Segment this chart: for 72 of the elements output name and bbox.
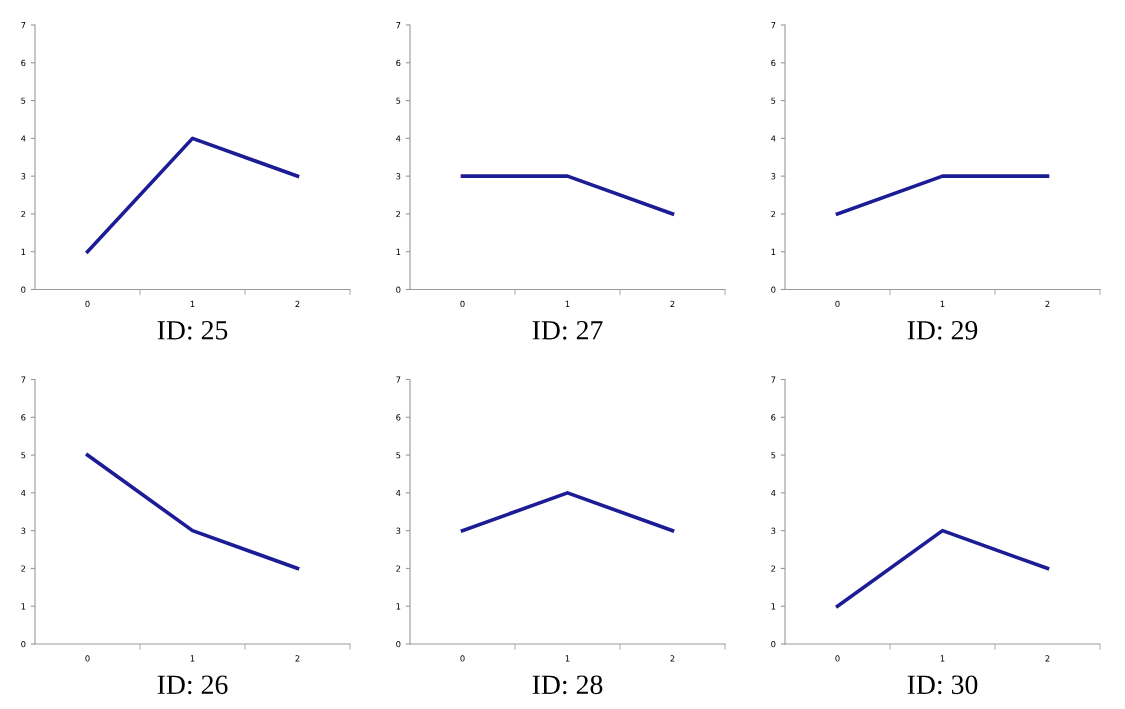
x-tick-label: 1 bbox=[565, 655, 570, 662]
y-tick-label: 4 bbox=[396, 489, 401, 497]
y-tick-label: 6 bbox=[21, 59, 26, 67]
y-tick-label: 1 bbox=[21, 248, 26, 255]
y-tick-label: 3 bbox=[21, 173, 26, 180]
y-tick-label: 0 bbox=[21, 640, 26, 648]
text: ID: 29 bbox=[907, 320, 978, 340]
y-tick-label: 7 bbox=[21, 22, 26, 29]
x-tick-label: 0 bbox=[460, 655, 465, 662]
y-tick-label: 7 bbox=[396, 22, 401, 29]
y-tick-label: 0 bbox=[396, 286, 401, 293]
y-tick-label: 7 bbox=[771, 376, 776, 383]
y-tick-label: 4 bbox=[396, 135, 401, 142]
y-tick-label: 6 bbox=[771, 59, 776, 67]
x-tick-label: 1 bbox=[565, 300, 570, 307]
x-tick-label: 0 bbox=[85, 655, 90, 662]
x-tick-label: 0 bbox=[835, 300, 840, 308]
y-tick-label: 5 bbox=[771, 452, 776, 459]
y-tick-label: 4 bbox=[21, 489, 26, 497]
y-tick-label: 4 bbox=[771, 135, 776, 142]
y-tick-label: 6 bbox=[396, 59, 401, 67]
y-tick-label: 0 bbox=[21, 286, 26, 293]
y-tick-label: 1 bbox=[771, 248, 776, 255]
y-tick-label: 1 bbox=[771, 603, 776, 610]
y-tick-label: 2 bbox=[771, 210, 776, 218]
y-tick-label: 5 bbox=[396, 452, 401, 459]
x-tick-label: 2 bbox=[1045, 655, 1050, 662]
y-tick-label: 0 bbox=[396, 640, 401, 648]
x-tick-label: 1 bbox=[940, 300, 945, 307]
y-tick-label: 3 bbox=[396, 527, 401, 534]
x-tick-label: 1 bbox=[940, 655, 945, 662]
y-tick-label: 1 bbox=[396, 603, 401, 610]
x-tick-label: 0 bbox=[85, 300, 90, 308]
y-tick-label: 3 bbox=[771, 173, 776, 180]
y-tick-label: 2 bbox=[396, 210, 401, 218]
y-tick-label: 0 bbox=[771, 640, 776, 648]
y-tick-label: 6 bbox=[771, 414, 776, 421]
x-tick-label: 2 bbox=[670, 300, 675, 307]
y-tick-label: 5 bbox=[771, 97, 776, 104]
y-tick-label: 6 bbox=[21, 414, 26, 421]
y-tick-label: 0 bbox=[771, 286, 776, 293]
y-tick-label: 2 bbox=[771, 565, 776, 572]
y-tick-label: 5 bbox=[21, 97, 26, 104]
y-tick-label: 2 bbox=[396, 565, 401, 572]
y-tick-label: 7 bbox=[396, 376, 401, 383]
y-tick-label: 2 bbox=[21, 210, 26, 218]
y-tick-label: 1 bbox=[21, 603, 26, 610]
y-tick-label: 5 bbox=[396, 97, 401, 104]
x-tick-label: 2 bbox=[295, 300, 300, 307]
y-tick-label: 5 bbox=[21, 452, 26, 459]
y-tick-label: 3 bbox=[21, 527, 26, 534]
x-tick-label: 2 bbox=[1045, 300, 1050, 307]
y-tick-label: 1 bbox=[396, 248, 401, 255]
y-tick-label: 4 bbox=[21, 135, 26, 142]
text: ID: 26 bbox=[157, 675, 228, 695]
x-tick-label: 1 bbox=[190, 300, 195, 307]
text: ID: 27 bbox=[532, 320, 603, 340]
x-tick-label: 0 bbox=[835, 655, 840, 662]
y-tick-label: 2 bbox=[21, 565, 26, 572]
y-tick-label: 4 bbox=[771, 489, 776, 497]
y-tick-label: 7 bbox=[771, 22, 776, 29]
x-tick-label: 1 bbox=[190, 655, 195, 662]
y-tick-label: 7 bbox=[21, 376, 26, 383]
y-tick-label: 6 bbox=[396, 414, 401, 421]
x-tick-label: 2 bbox=[295, 655, 300, 662]
text: ID: 28 bbox=[532, 675, 603, 695]
y-tick-label: 3 bbox=[396, 173, 401, 180]
x-tick-label: 0 bbox=[460, 300, 465, 308]
x-tick-label: 2 bbox=[670, 655, 675, 662]
y-tick-label: 3 bbox=[771, 527, 776, 534]
text: ID: 30 bbox=[907, 675, 978, 695]
text: ID: 25 bbox=[157, 320, 228, 340]
